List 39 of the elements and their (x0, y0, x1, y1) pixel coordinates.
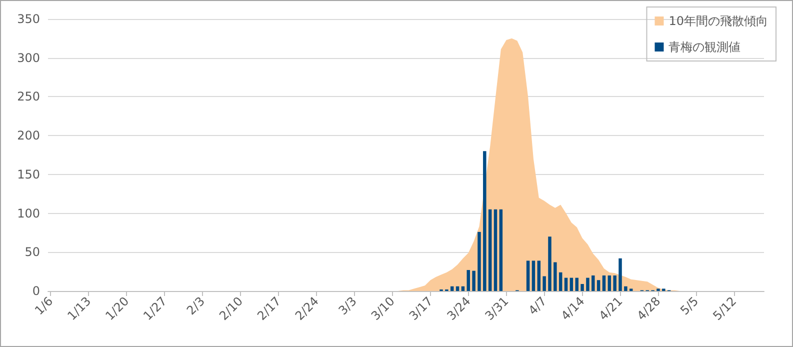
bar (558, 272, 562, 291)
bar (570, 278, 574, 291)
x-tick-label: 4/7 (526, 294, 550, 318)
bar (499, 209, 503, 291)
bar (554, 262, 557, 291)
bar (488, 209, 492, 291)
bar (575, 278, 578, 291)
bar (478, 232, 481, 291)
bar (602, 275, 606, 291)
bar (624, 286, 628, 291)
bar (537, 260, 541, 291)
bar (548, 236, 552, 291)
bar (483, 151, 486, 291)
y-tick-label: 300 (17, 50, 40, 65)
legend-label: 10年間の飛散傾向 (668, 14, 768, 28)
y-tick-label: 150 (17, 167, 40, 182)
bar (494, 209, 498, 291)
x-tick-label: 5/5 (678, 294, 702, 318)
bar (596, 280, 600, 291)
y-tick-label: 100 (17, 206, 40, 220)
bar (526, 260, 530, 291)
y-tick-label: 200 (17, 128, 40, 143)
bar (542, 276, 546, 291)
bar (613, 275, 616, 291)
bar (472, 270, 476, 291)
bar (580, 284, 584, 291)
bar (618, 258, 622, 291)
x-tick-label: 3/3 (336, 294, 360, 318)
bar (608, 275, 612, 291)
x-tick-label: 2/3 (184, 294, 208, 318)
y-tick-label: 250 (17, 90, 40, 104)
legend-label: 青梅の観測値 (668, 40, 741, 54)
bar (466, 270, 470, 291)
bar (564, 278, 568, 291)
bar (592, 275, 595, 291)
y-tick-label: 350 (17, 12, 40, 26)
bar (586, 278, 590, 291)
bar (532, 260, 536, 291)
y-tick-label: 50 (24, 245, 40, 260)
